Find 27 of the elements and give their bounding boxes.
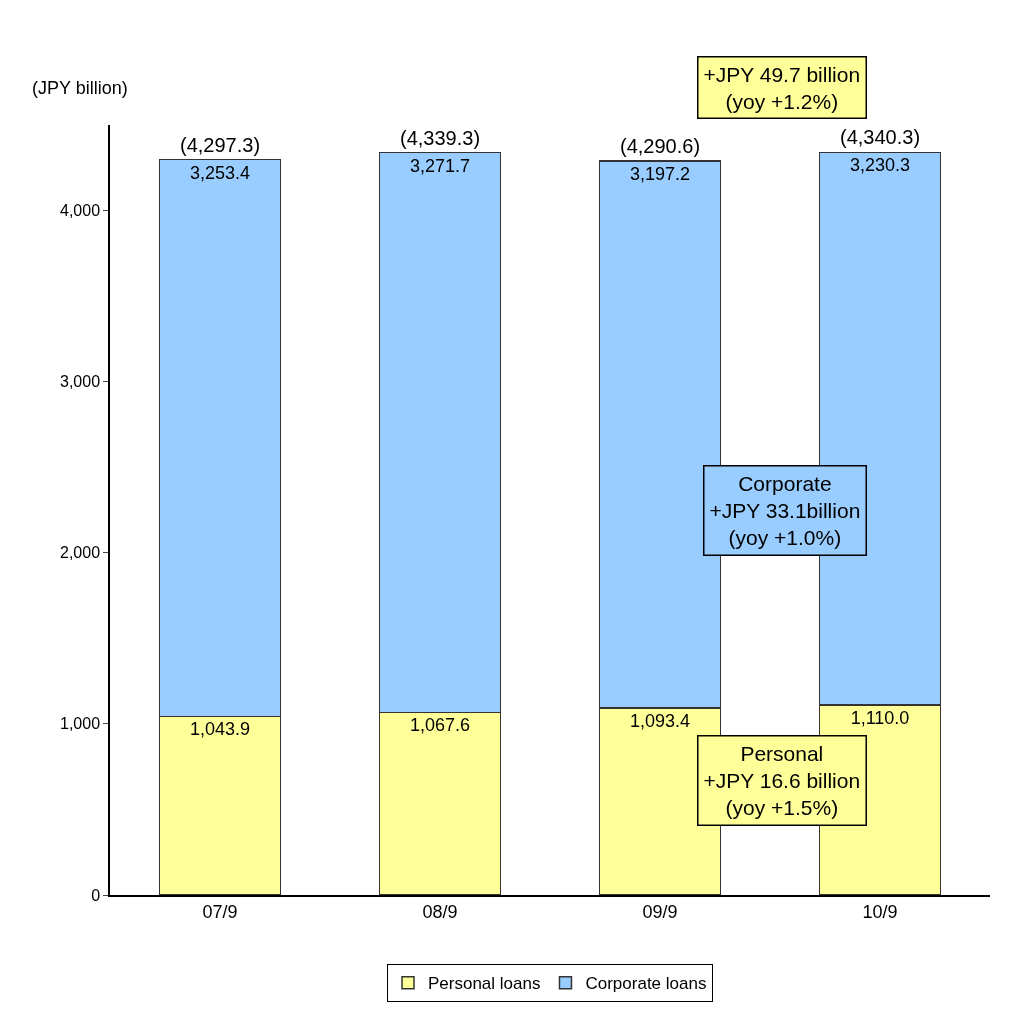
data-label: 1,093.4 xyxy=(629,710,691,731)
x-tick-label: 10/9 xyxy=(862,902,898,923)
data-label: 1,110.0 xyxy=(850,708,910,729)
total-label: (4,339.3) xyxy=(400,127,481,149)
total-label: (4,340.3) xyxy=(840,126,921,148)
data-label: 3,271.7 xyxy=(409,155,471,176)
y-tick-label: 3,000 xyxy=(60,373,101,391)
x-tick-label: 08/9 xyxy=(422,902,458,923)
y-tick-label: 2,000 xyxy=(60,544,101,562)
text: +JPY 49.7 billion (yoy +1.2%) xyxy=(703,62,861,113)
total-label: (4,290.6) xyxy=(620,135,701,157)
legend-label: Corporate loans xyxy=(585,974,707,994)
y-tick-label: 4,000 xyxy=(60,202,101,220)
data-label: 1,043.9 xyxy=(189,719,251,740)
annotation: Personal +JPY 16.6 billion (yoy +1.5%) xyxy=(703,741,861,820)
y-tick-label: 0 xyxy=(91,886,101,904)
annotation: Corporate +JPY 33.1billion (yoy +1.0%) xyxy=(709,471,861,550)
data-label: 3,197.2 xyxy=(629,163,691,184)
data-label: 1,067.6 xyxy=(409,715,471,736)
legend-label: Personal loans xyxy=(428,974,541,994)
data-label: 3,253.4 xyxy=(189,162,251,183)
y-axis-title: (JPY billion) xyxy=(32,78,128,98)
y-tick-label: 1,000 xyxy=(60,715,101,733)
x-tick-label: 09/9 xyxy=(642,902,678,923)
x-tick-label: 07/9 xyxy=(202,902,238,923)
total-label: (4,297.3) xyxy=(180,134,261,156)
data-label: 3,230.3 xyxy=(849,155,911,176)
